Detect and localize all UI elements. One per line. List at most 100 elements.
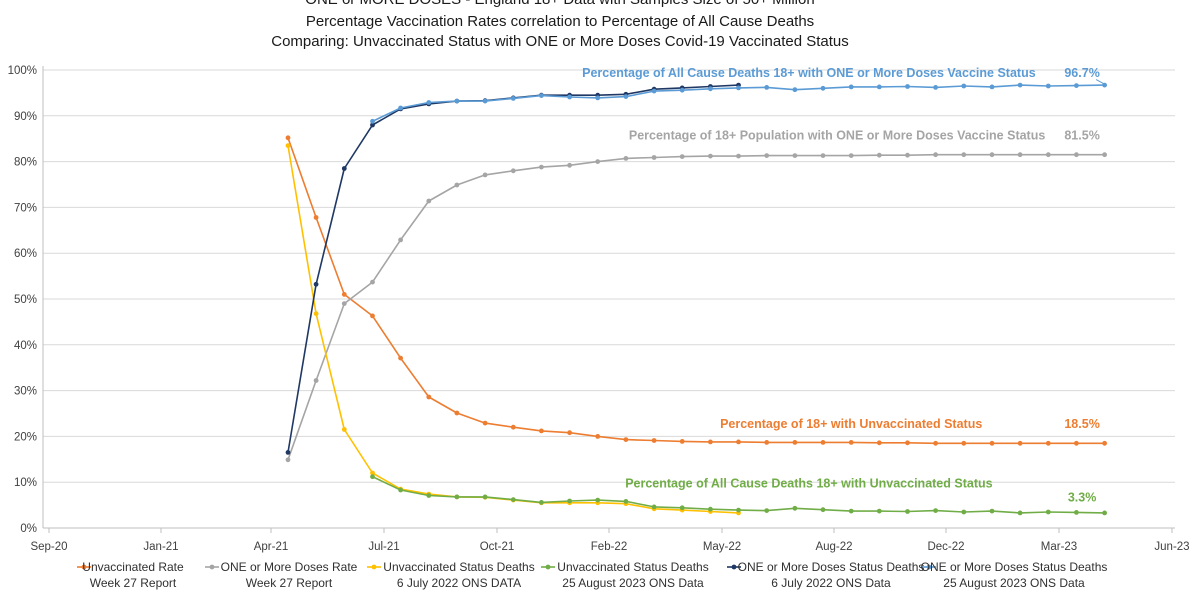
data-point [398,487,403,493]
legend-label: Unvaccinated Status Deaths [383,560,534,574]
data-point [370,279,375,285]
data-point [792,87,798,93]
data-point [398,105,403,111]
data-point [482,420,488,426]
y-tick-label: 20% [14,431,37,443]
annotation-label: Percentage of All Cause Deaths 18+ with … [625,477,992,491]
data-point [736,507,741,513]
legend-item-5: ONE or More Doses Status Deaths 6 July 20… [727,560,924,590]
data-point [454,494,460,500]
data-point [679,87,685,93]
y-tick-label: 10% [14,477,37,489]
data-point [1074,510,1079,515]
x-tick-label: Aug-22 [815,541,852,553]
x-tick-label: Jan-21 [143,541,178,553]
series-6 [370,82,1107,124]
legend-label: 25 August 2023 ONS Data [943,576,1085,590]
data-point [539,428,544,434]
data-point [820,153,826,159]
legend-marker [209,564,215,570]
data-point [370,313,375,319]
legend-label: 25 August 2023 ONS Data [562,576,704,590]
data-point [567,498,572,504]
legend-item-2: ONE or More Doses Rate Week 27 Report [205,560,358,590]
data-point [1017,440,1023,446]
data-point [736,85,741,91]
data-point [764,85,770,90]
data-point [679,505,685,511]
data-point [313,215,319,220]
series-3 [285,143,741,516]
data-point [708,153,713,159]
annotation-label: Percentage of 18+ with Unvaccinated Stat… [720,417,982,431]
y-tick-label: 80% [14,157,37,169]
data-point [1102,510,1107,516]
data-point [679,439,685,444]
data-point [933,152,938,158]
legend-marker [731,564,737,570]
legend-label: 6 July 2022 ONS DATA [397,576,521,590]
data-point [876,508,882,514]
y-tick-label: 100% [8,65,37,77]
data-point [1045,83,1051,89]
annotation-value: 96.7% [1064,66,1099,80]
annotation-value: 18.5% [1064,417,1099,431]
data-point [595,434,601,439]
data-point [426,394,432,400]
data-point [285,450,291,455]
series-1 [285,135,1107,446]
data-point [651,88,657,94]
legend-marker [545,564,551,570]
data-point [651,438,657,443]
data-point [848,440,854,445]
data-point [1017,152,1023,158]
data-point [1102,152,1107,158]
data-point [905,84,910,89]
legend-item-6: ONE or More Doses Status Deaths 25 August… [921,560,1108,590]
series-4 [370,474,1107,516]
y-tick-label: 0% [20,523,37,535]
data-point [708,86,713,92]
data-point [736,439,741,445]
legend-marker [81,564,87,570]
data-point [933,85,938,90]
data-point [708,439,713,445]
data-point [848,508,854,514]
data-point [539,164,544,170]
data-point [1102,440,1107,446]
data-point [1045,509,1051,515]
data-point [792,153,798,159]
data-point [370,470,375,476]
data-point [989,152,995,158]
data-point [595,497,601,503]
data-point [510,497,516,502]
x-tick-label: Jul-21 [368,541,399,553]
y-tick-label: 40% [14,340,37,352]
data-point [905,152,910,158]
data-point [764,440,770,445]
y-tick-label: 90% [14,111,37,123]
data-point [341,427,347,432]
data-point [679,154,685,160]
data-point [285,143,291,149]
data-point [510,96,516,101]
data-point [792,440,798,445]
data-point [989,84,995,90]
data-point [454,182,460,188]
x-tick-label: Jun-23 [1154,541,1189,553]
data-point [933,440,938,446]
data-point [482,98,488,104]
data-point [651,155,657,160]
data-point [285,135,291,141]
data-point [426,198,432,204]
data-point [510,168,516,174]
data-point [764,153,770,159]
data-point [510,424,516,430]
data-point [1045,152,1051,158]
legend-label: ONE or More Doses Status Deaths [738,560,925,574]
data-point [341,166,347,171]
data-point [313,281,319,287]
data-point [1017,510,1023,516]
data-point [595,95,601,101]
